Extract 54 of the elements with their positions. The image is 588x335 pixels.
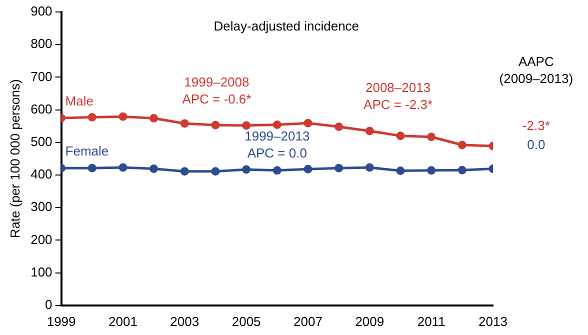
y-tick-label: 400 <box>30 166 52 182</box>
x-tick-label: 2005 <box>232 314 261 329</box>
point <box>458 166 466 174</box>
annotation: 2008–2013 APC = -2.3* <box>364 80 433 112</box>
point <box>272 166 282 175</box>
annotation: 1999–2013 APC = 0.0 <box>244 128 310 161</box>
y-tick-label: 100 <box>30 264 52 280</box>
point <box>365 126 374 136</box>
x-tick-label: 2011 <box>417 314 446 329</box>
point <box>365 163 374 172</box>
point <box>242 165 251 174</box>
point <box>396 132 405 140</box>
point <box>211 120 220 130</box>
point <box>396 166 405 176</box>
y-tick-label: 300 <box>30 199 52 214</box>
text: AAPC (2009–2013) <box>499 54 574 86</box>
point <box>427 132 436 142</box>
y-tick-label: 700 <box>30 68 52 84</box>
point <box>272 120 282 130</box>
text: Delay-adjusted incidence <box>214 18 360 34</box>
point <box>88 164 96 172</box>
x-tick-label: 1999 <box>46 314 76 329</box>
x-tick-label: 2009 <box>355 314 384 329</box>
point <box>118 112 128 121</box>
x-tick-label: 2013 <box>478 314 508 329</box>
x-tick-label: 2007 <box>294 314 322 329</box>
series-label: Male <box>65 94 94 109</box>
point <box>150 164 158 174</box>
point <box>304 164 312 174</box>
text: 0.0 <box>527 137 546 152</box>
point <box>427 166 436 175</box>
point <box>118 163 128 172</box>
point <box>242 121 251 130</box>
y-tick-label: 500 <box>30 134 52 149</box>
point <box>150 114 158 123</box>
point <box>88 113 96 122</box>
y-axis-title: Rate (per 100 000 persons) <box>7 79 22 238</box>
annotation: 1999–2008 APC = -0.6* <box>182 74 252 106</box>
y-tick-label: 0 <box>45 296 52 312</box>
point <box>180 167 189 176</box>
series-label: Female <box>65 144 109 159</box>
point <box>180 119 189 128</box>
y-tick-label: 800 <box>30 36 52 52</box>
point <box>334 122 344 131</box>
point <box>304 118 312 128</box>
text: -2.3* <box>522 118 550 134</box>
point <box>458 140 466 150</box>
point <box>334 164 344 172</box>
point <box>211 167 220 176</box>
y-tick-label: 600 <box>30 101 52 116</box>
x-tick-label: 2001 <box>108 314 138 329</box>
y-tick-label: 900 <box>30 4 52 19</box>
y-tick-label: 200 <box>30 232 52 247</box>
x-tick-label: 2003 <box>170 314 200 329</box>
